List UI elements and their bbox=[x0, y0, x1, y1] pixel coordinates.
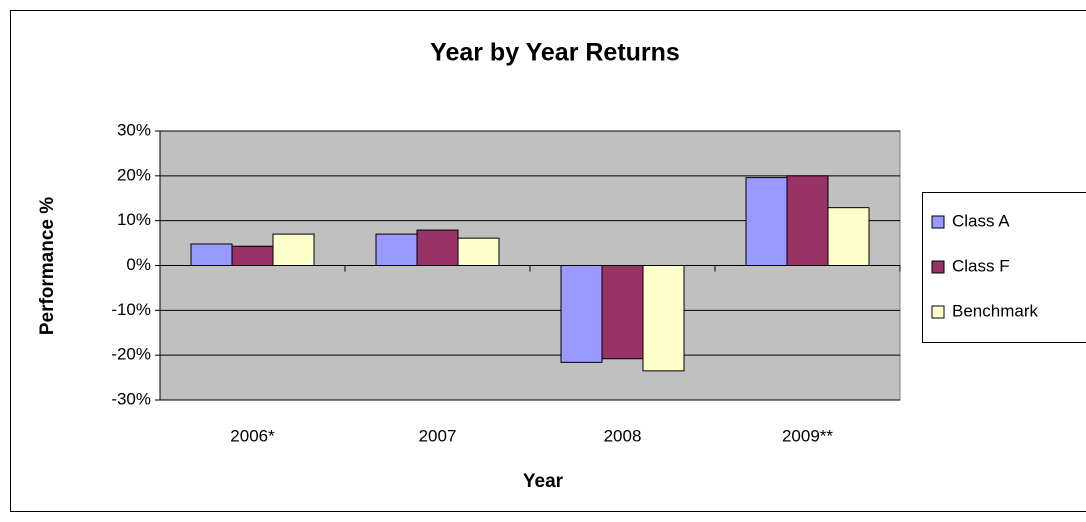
y-tick-label: 20% bbox=[117, 165, 151, 184]
legend-swatch bbox=[931, 260, 945, 274]
bar bbox=[642, 265, 685, 372]
bar bbox=[190, 243, 233, 266]
x-tick-label: 2007 bbox=[419, 426, 457, 445]
bar bbox=[272, 233, 315, 267]
x-tick-label: 2006* bbox=[230, 426, 275, 445]
legend-label: Benchmark bbox=[952, 301, 1038, 320]
x-tick-label: 2008 bbox=[604, 426, 642, 445]
bar bbox=[786, 175, 829, 266]
legend-box bbox=[922, 192, 1086, 343]
bar bbox=[416, 229, 459, 266]
bar bbox=[457, 237, 500, 267]
x-axis-title: Year bbox=[523, 471, 564, 492]
y-tick-label: 0% bbox=[126, 255, 151, 274]
y-tick-label: 10% bbox=[117, 210, 151, 229]
bar bbox=[601, 265, 644, 360]
legend-label: Class A bbox=[952, 211, 1010, 230]
legend-label: Class F bbox=[952, 256, 1010, 275]
bar bbox=[827, 207, 870, 266]
y-tick-label: -10% bbox=[111, 300, 151, 319]
x-tick-label: 2009** bbox=[782, 426, 833, 445]
y-tick-label: 30% bbox=[117, 120, 151, 139]
y-tick-label: -30% bbox=[111, 389, 151, 408]
chart-title: Year by Year Returns bbox=[430, 39, 680, 67]
bar bbox=[375, 233, 418, 267]
bar bbox=[745, 177, 788, 266]
y-axis-title: Performance % bbox=[37, 197, 58, 335]
legend-swatch bbox=[931, 305, 945, 319]
bar bbox=[231, 245, 274, 266]
legend-swatch bbox=[931, 215, 945, 229]
y-tick-label: -20% bbox=[111, 345, 151, 364]
bar bbox=[560, 265, 603, 363]
